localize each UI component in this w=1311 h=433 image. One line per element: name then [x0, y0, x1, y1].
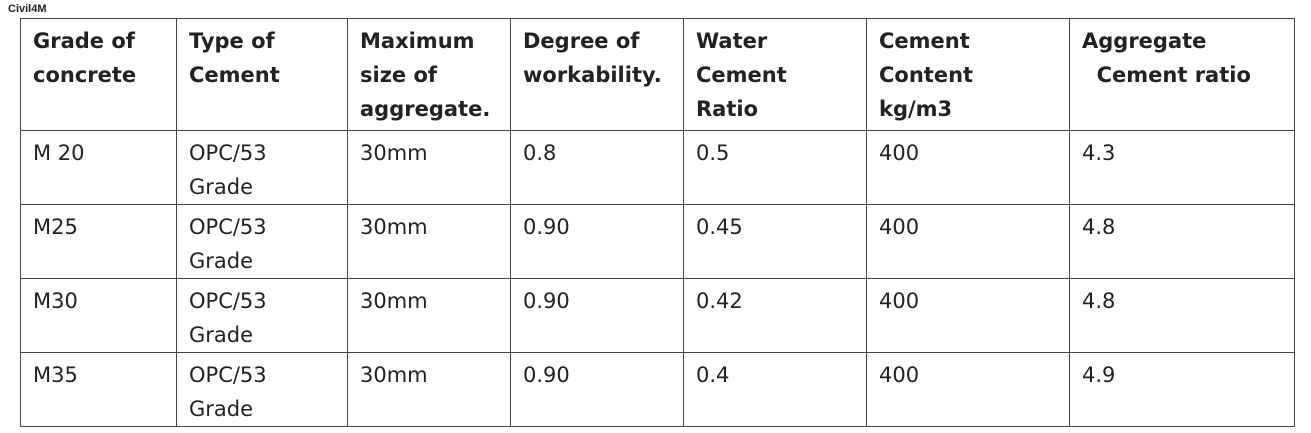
header-cell: Grade of concrete [20, 18, 177, 131]
table-cell: 4.8 [1069, 204, 1295, 279]
table-cell: 0.90 [510, 352, 684, 427]
table-cell: 30mm [347, 352, 511, 427]
table-cell: M35 [20, 352, 177, 427]
table-cell: 400 [866, 130, 1070, 205]
table-row: M25 OPC/53 Grade 30mm 0.90 0.45 400 4.8 [20, 204, 1295, 279]
table-cell: M30 [20, 278, 177, 353]
table-cell: 400 [866, 352, 1070, 427]
watermark: Civil4M [8, 3, 47, 15]
table-row: M35 OPC/53 Grade 30mm 0.90 0.4 400 4.9 [20, 352, 1295, 427]
table-cell: M 20 [20, 130, 177, 205]
table-cell: OPC/53 Grade [176, 278, 348, 353]
table-cell: 0.90 [510, 204, 684, 279]
table-cell: 0.8 [510, 130, 684, 205]
table-cell: M25 [20, 204, 177, 279]
table-cell: 4.8 [1069, 278, 1295, 353]
header-cell: Maximum size of aggregate. [347, 18, 511, 131]
header-cell: Degree of workability. [510, 18, 684, 131]
table-cell: OPC/53 Grade [176, 204, 348, 279]
table-cell: 400 [866, 278, 1070, 353]
table-row: M30 OPC/53 Grade 30mm 0.90 0.42 400 4.8 [20, 278, 1295, 353]
table-body: M 20 OPC/53 Grade 30mm 0.8 0.5 400 4.3 M25 OPC/5… [20, 130, 1295, 427]
table-cell: 4.9 [1069, 352, 1295, 427]
table-cell: 30mm [347, 204, 511, 279]
header-row: Grade of concrete Type of Cement Maximum s… [20, 18, 1295, 131]
table-row: M 20 OPC/53 Grade 30mm 0.8 0.5 400 4.3 [20, 130, 1295, 205]
table-cell: 30mm [347, 130, 511, 205]
table-cell: 0.42 [683, 278, 867, 353]
table-cell: 0.90 [510, 278, 684, 353]
table-cell: 0.4 [683, 352, 867, 427]
mix-table: Grade of concrete Type of Cement Maximum s… [20, 18, 1295, 427]
header-cell: Aggregate Cement ratio [1069, 18, 1295, 131]
table-cell: OPC/53 Grade [176, 130, 348, 205]
table-cell: 0.5 [683, 130, 867, 205]
header-cell: Type of Cement [176, 18, 348, 131]
table-cell: 4.3 [1069, 130, 1295, 205]
table-cell: 30mm [347, 278, 511, 353]
header-cell: Water Cement Ratio [683, 18, 867, 131]
table-cell: OPC/53 Grade [176, 352, 348, 427]
table-cell: 400 [866, 204, 1070, 279]
table-cell: 0.45 [683, 204, 867, 279]
header-cell: Cement Content kg/m3 [866, 18, 1070, 131]
